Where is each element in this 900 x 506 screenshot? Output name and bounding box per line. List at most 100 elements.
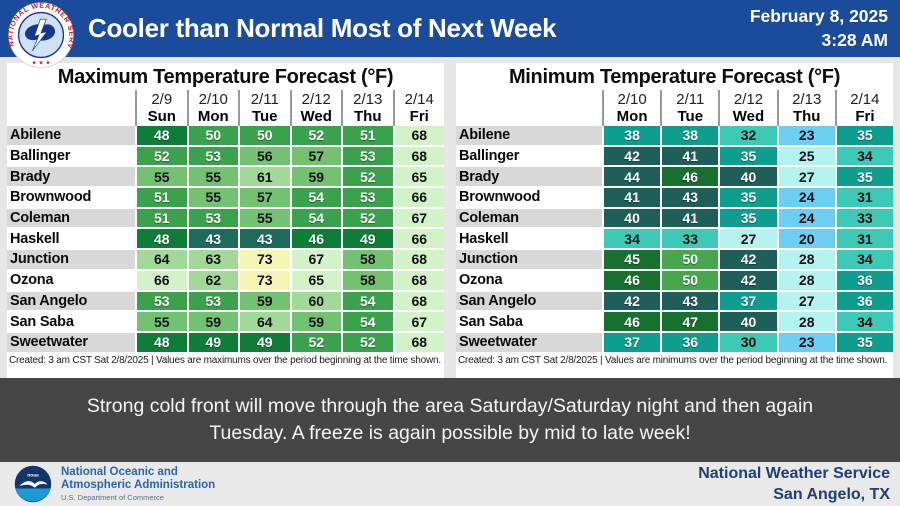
temp-cell: 24 — [778, 188, 835, 207]
footer-bar: noaa National Oceanic and Atmospheric Ad… — [0, 462, 900, 506]
temp-cell: 55 — [188, 188, 238, 207]
table-footnote: Created: 3 am CST Sat 2/8/2025 | Values … — [458, 354, 888, 366]
temp-cell: 51 — [137, 208, 187, 228]
temp-cell: 35 — [720, 208, 777, 228]
temp-cell: 68 — [394, 146, 444, 166]
column-header: 2/14 Fri — [392, 90, 445, 126]
temp-cell: 58 — [343, 250, 393, 269]
temp-cell: 24 — [778, 208, 835, 228]
temp-cell: 35 — [836, 167, 893, 187]
temp-cell: 68 — [394, 126, 444, 145]
column-date: 2/14 — [404, 91, 434, 108]
column-header: 2/12 Wed — [289, 90, 342, 126]
column-header: 2/13 Thu — [341, 90, 393, 126]
temp-cell: 35 — [836, 332, 893, 352]
temp-cell: 55 — [137, 312, 187, 331]
temp-cell: 36 — [836, 291, 893, 311]
temp-cell: 67 — [291, 250, 341, 269]
temp-cell: 34 — [836, 250, 893, 269]
temp-cell: 27 — [720, 229, 777, 249]
temp-cell: 53 — [343, 146, 393, 166]
temp-cell: 59 — [291, 312, 341, 331]
column-header: 2/14 Fri — [834, 90, 893, 126]
temp-cell: 25 — [778, 146, 835, 166]
temp-cell: 35 — [720, 188, 777, 207]
city-label: Brady — [456, 167, 602, 187]
page-title: Cooler than Normal Most of Next Week — [88, 13, 557, 43]
column-day: Fri — [855, 107, 875, 125]
temp-cell: 49 — [343, 229, 393, 249]
temp-cell: 50 — [188, 126, 238, 145]
tables-area: Maximum Temperature Forecast (°F) 2/9 Sun 2… — [0, 57, 900, 378]
column-day: Tue — [677, 107, 704, 125]
city-column-spacer — [7, 90, 135, 126]
max-temp-table: Maximum Temperature Forecast (°F) 2/9 Sun 2… — [7, 63, 444, 378]
temp-cell: 45 — [604, 250, 661, 269]
temp-cell: 65 — [291, 270, 341, 290]
temp-cell: 23 — [778, 126, 835, 145]
temp-cell: 28 — [778, 312, 835, 331]
temp-cell: 48 — [137, 126, 187, 145]
header-time: 3:28 AM — [821, 29, 888, 50]
temp-cell: 64 — [137, 250, 187, 269]
noaa-text-block: National Oceanic and Atmospheric Adminis… — [61, 466, 215, 502]
temp-cell: 37 — [604, 332, 661, 352]
temp-cell: 34 — [836, 312, 893, 331]
column-date: 2/12 — [301, 91, 331, 108]
temp-cell: 42 — [720, 270, 777, 290]
temp-cell: 50 — [662, 270, 719, 290]
temp-cell: 30 — [720, 332, 777, 352]
column-date: 2/10 — [617, 91, 647, 108]
city-label: Sweetwater — [7, 332, 135, 352]
temp-cell: 43 — [662, 291, 719, 311]
column-day: Sun — [147, 107, 176, 125]
column-day: Tue — [251, 107, 278, 125]
city-label: Sweetwater — [456, 332, 602, 352]
city-label: Junction — [456, 250, 602, 269]
temp-cell: 34 — [604, 229, 661, 249]
temp-cell: 53 — [188, 291, 238, 311]
table-title: Maximum Temperature Forecast (°F) — [57, 66, 394, 88]
nws-office-line-1: National Weather Service — [698, 464, 890, 482]
temp-cell: 53 — [188, 146, 238, 166]
temp-cell: 28 — [778, 250, 835, 269]
temp-cell: 68 — [394, 332, 444, 352]
column-header: 2/10 Mon — [186, 90, 239, 126]
min-temp-table: Minimum Temperature Forecast (°F) 2/10 Mon… — [456, 63, 893, 378]
noaa-commerce-line: U.S. Department of Commerce — [61, 492, 164, 502]
column-date: 2/10 — [198, 91, 228, 108]
city-column-spacer — [456, 90, 602, 126]
nws-office-line-2: San Angelo, TX — [773, 486, 890, 503]
column-day: Wed — [300, 107, 332, 125]
column-header: 2/11 Tue — [660, 90, 718, 126]
temp-cell: 68 — [394, 291, 444, 311]
temp-cell: 33 — [662, 229, 719, 249]
table-header-row: 2/9 Sun 2/10 Mon 2/11 Tue 2/12 Wed 2/13 Thu 2/14 Fr… — [7, 90, 444, 126]
city-label: Ozona — [10, 272, 54, 289]
city-label: Abilene — [7, 126, 135, 145]
temp-cell: 23 — [778, 332, 835, 352]
temp-cell: 34 — [836, 146, 893, 166]
table-footnote: Created: 3 am CST Sat 2/8/2025 | Values … — [9, 354, 441, 366]
column-header: 2/10 Mon — [602, 90, 660, 126]
temp-cell: 55 — [137, 167, 187, 187]
city-label: Brady — [7, 167, 135, 187]
column-date: 2/11 — [676, 91, 705, 108]
temp-cell: 68 — [394, 270, 444, 290]
temp-cell: 27 — [778, 167, 835, 187]
header-datetime: February 8, 2025 3:28 AM — [750, 5, 900, 51]
noaa-line-1: National Oceanic and — [61, 465, 178, 478]
temp-cell: 66 — [137, 270, 187, 290]
city-label: Haskell — [10, 230, 60, 247]
temp-cell: 35 — [836, 126, 893, 145]
city-label: Ozona — [459, 272, 503, 289]
temp-cell: 52 — [291, 126, 341, 145]
temp-cell: 40 — [720, 312, 777, 331]
city-label: Ballinger — [10, 148, 71, 165]
city-label: Ballinger — [459, 148, 520, 165]
temp-cell: 27 — [778, 291, 835, 311]
column-date: 2/12 — [733, 91, 764, 108]
temp-cell: 31 — [836, 229, 893, 249]
column-day: Fri — [409, 107, 429, 125]
column-header: 2/13 Thu — [776, 90, 835, 126]
